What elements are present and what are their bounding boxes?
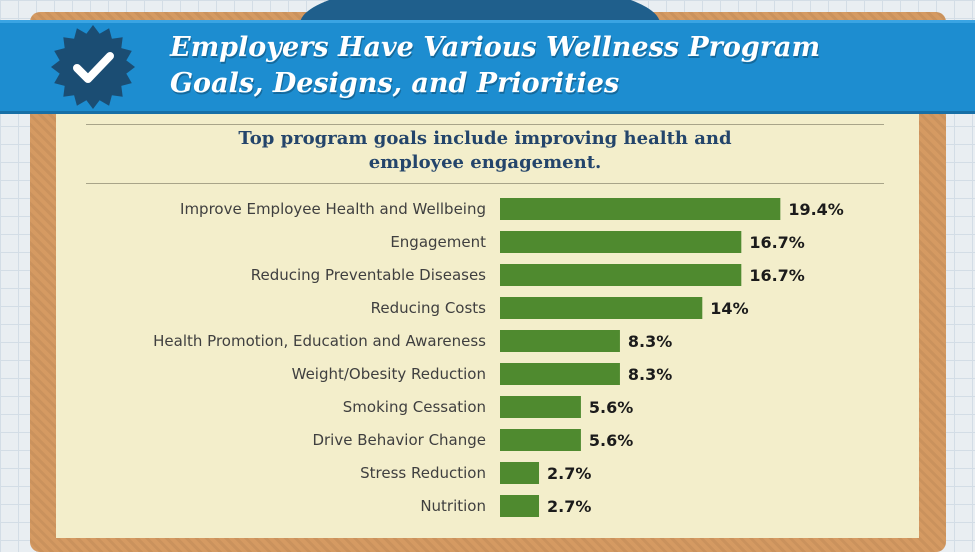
value-label: 5.6% xyxy=(589,431,633,450)
category-label: Reducing Costs xyxy=(371,299,487,317)
chart-title-line-1: Top program goals include improving heal… xyxy=(238,128,732,149)
category-label: Improve Employee Health and Wellbeing xyxy=(180,200,486,218)
bar xyxy=(500,264,742,286)
value-label: 5.6% xyxy=(589,398,633,417)
paper-panel xyxy=(56,98,919,538)
bar xyxy=(500,495,540,517)
category-label: Smoking Cessation xyxy=(343,398,486,416)
category-label: Stress Reduction xyxy=(360,464,486,482)
checkmark-badge-icon xyxy=(51,25,135,109)
bar-chart: Improve Employee Health and Wellbeing 19.… xyxy=(153,198,844,517)
title-banner xyxy=(0,20,975,114)
value-label: 14% xyxy=(710,299,748,318)
value-label: 2.7% xyxy=(547,497,591,516)
bar xyxy=(500,198,781,220)
page-title-line-2: Goals, Designs, and Priorities xyxy=(170,68,620,99)
bar xyxy=(500,297,703,319)
category-label: Weight/Obesity Reduction xyxy=(292,365,486,383)
value-label: 16.7% xyxy=(749,266,805,285)
subtitle-top-rule xyxy=(86,124,884,125)
bar xyxy=(500,429,581,451)
bar xyxy=(500,462,540,484)
bar xyxy=(500,396,581,418)
category-label: Health Promotion, Education and Awarenes… xyxy=(153,332,486,350)
value-label: 8.3% xyxy=(628,365,672,384)
value-label: 8.3% xyxy=(628,332,672,351)
value-label: 16.7% xyxy=(749,233,805,252)
chart-title-line-2: employee engagement. xyxy=(368,152,602,173)
category-label: Nutrition xyxy=(420,497,486,515)
category-label: Drive Behavior Change xyxy=(312,431,486,449)
subtitle-bottom-rule xyxy=(86,183,884,184)
bar xyxy=(500,330,620,352)
category-label: Engagement xyxy=(390,233,486,251)
page-title-line-1: Employers Have Various Wellness Program xyxy=(170,32,821,63)
value-label: 2.7% xyxy=(547,464,591,483)
category-label: Reducing Preventable Diseases xyxy=(251,266,486,284)
bar xyxy=(500,231,742,253)
bar xyxy=(500,363,620,385)
chart-title: Top program goals include improving heal… xyxy=(86,127,884,175)
value-label: 19.4% xyxy=(788,200,844,219)
page-title: Employers Have Various Wellness Program … xyxy=(170,30,950,102)
